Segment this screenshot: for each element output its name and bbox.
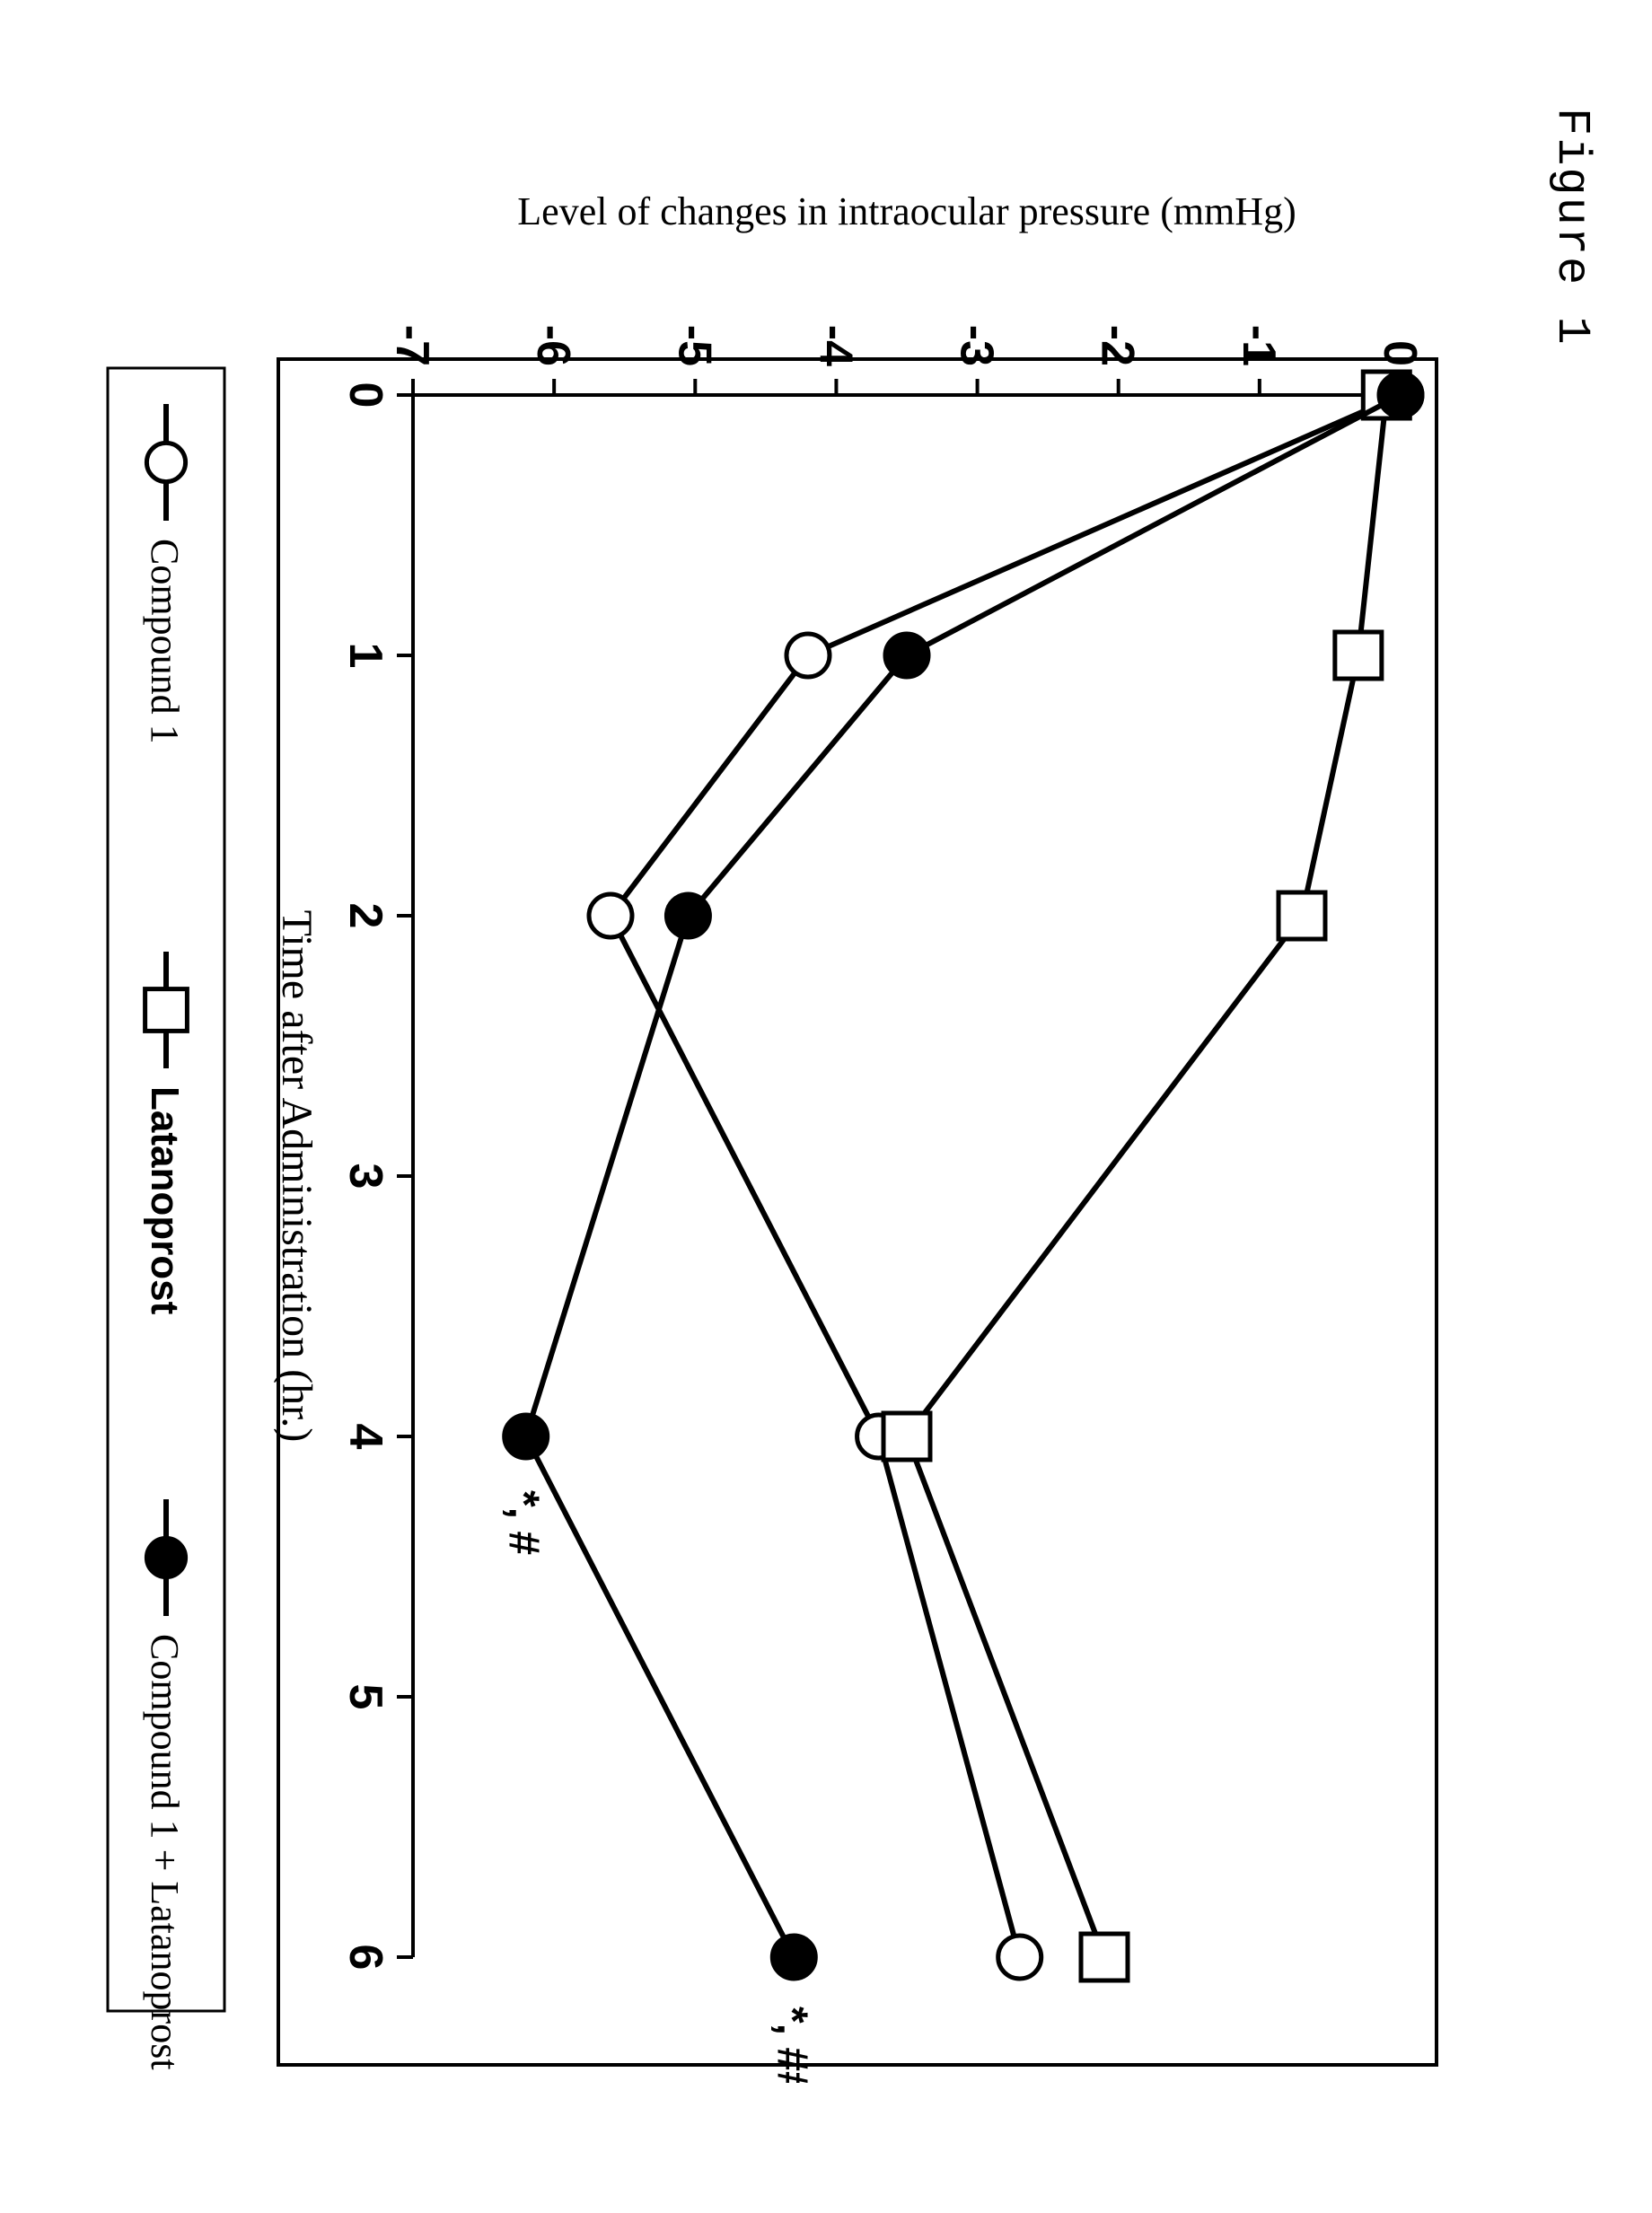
chart-frame [278,359,1437,2065]
x-axis-title: Time after Administration (hr.) [273,910,321,1443]
landscape-canvas: Figure 1 0 -1 -2 -3 -4 -5 -6 -7 0 1 2 3 4 5 6 Time afte… [0,0,1652,2213]
legend-label: Compound 1 + Latanoprost [143,1634,187,2070]
x-tick-label: 6 [339,1945,391,1971]
marker-square-open-icon [1335,632,1382,679]
marker-circle-filled-icon [1379,373,1422,417]
x-tick-label: 0 [339,382,391,408]
x-tick-label: 2 [339,903,391,929]
marker-circle-filled-icon [505,1415,548,1458]
marker-circle-open-icon [786,634,830,677]
marker-circle-open-icon [998,1936,1041,1979]
y-tick-label: -6 [527,325,579,366]
y-tick-label: -1 [1233,325,1285,366]
marker-square-open-icon [1279,892,1325,939]
chart-container: 0 -1 -2 -3 -4 -5 -6 -7 0 1 2 3 4 5 6 Time after Adminis… [54,126,1454,2083]
marker-circle-filled-icon [146,1538,185,1576]
legend-label: Compound 1 [143,539,187,744]
y-axis-title: Level of changes in intraocular pressure… [517,189,1296,233]
legend-label: Latanoprost [143,1086,187,1315]
x-tick-label: 1 [339,643,391,669]
x-tick-label: 5 [339,1684,391,1710]
marker-circle-open-icon [589,894,632,937]
y-tick-label: 0 [1374,340,1426,366]
marker-circle-filled-icon [885,634,928,677]
significance-annotation: *, # [500,1490,548,1555]
marker-circle-open-icon [146,443,185,481]
marker-square-open-icon [1081,1934,1128,1980]
series-line [907,395,1386,1957]
y-tick-label: -5 [668,325,720,366]
marker-circle-filled-icon [772,1936,815,1979]
marker-square-open-icon [883,1413,930,1460]
x-tick-label: 4 [339,1424,391,1450]
page-root: Figure 1 0-1-2-3-4-5-6-70123456Time afte… [0,0,1652,1652]
chart-svg: 0 -1 -2 -3 -4 -5 -6 -7 0 1 2 3 4 5 6 Time after Adminis… [54,126,1454,2083]
figure-label: Figure 1 [1545,108,1598,347]
x-tick-label: 3 [339,1164,391,1190]
y-tick-label: -7 [386,325,438,366]
y-tick-label: -2 [1092,325,1144,366]
significance-annotation: *, ## [768,2007,815,2083]
series-line [526,395,1401,1957]
y-tick-label: -4 [809,325,861,366]
marker-square-open-icon [145,989,188,1032]
y-tick-label: -3 [951,325,1003,366]
series-line [611,395,1401,1957]
marker-circle-filled-icon [666,894,709,937]
